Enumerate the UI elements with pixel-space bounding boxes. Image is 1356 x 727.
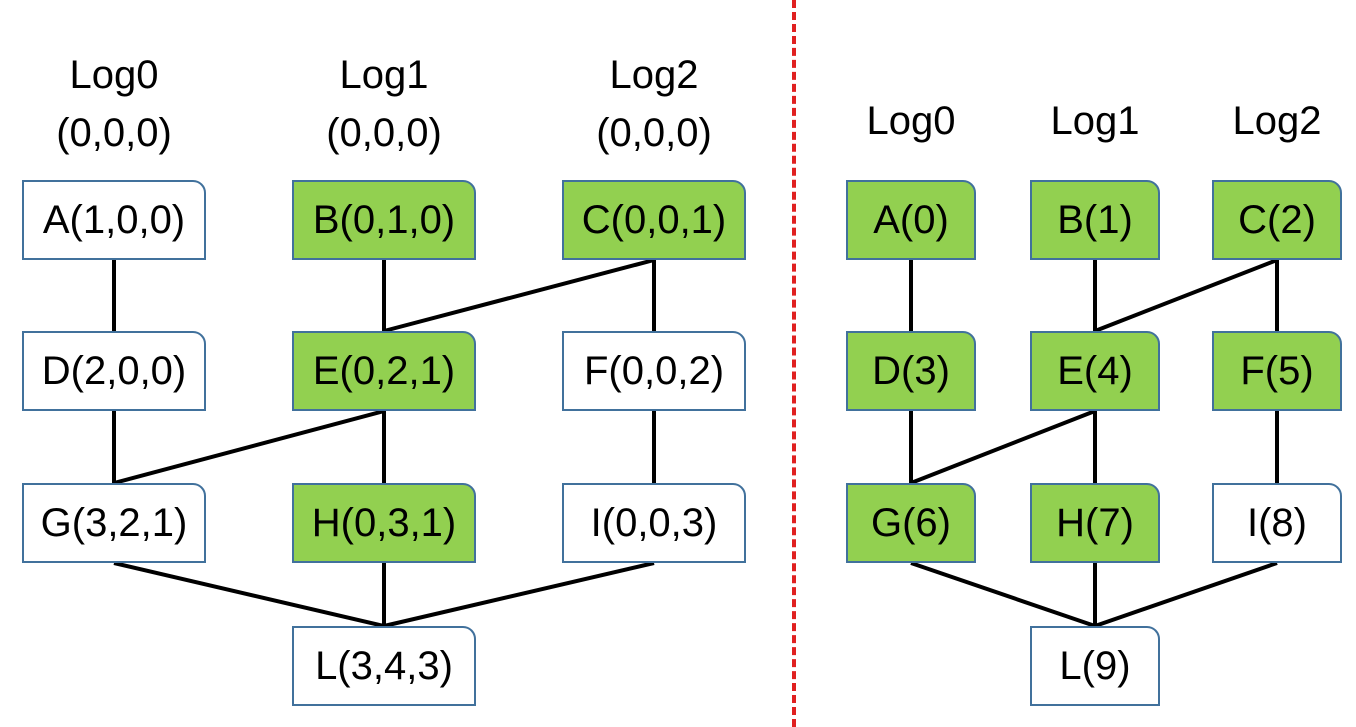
left-edge-c-e [383,258,655,333]
left-node-g: G(3,2,1) [22,483,206,563]
right-node-c: C(2) [1212,180,1342,260]
left-log2-clock: (0,0,0) [596,111,712,155]
right-edge-i-l [1094,561,1278,628]
left-log0-name: Log0 [69,53,159,97]
left-node-c: C(0,0,1) [562,180,746,260]
left-node-d: D(2,0,0) [22,331,206,411]
left-log1-name: Log1 [339,53,429,97]
left-edge-g-l [113,561,385,628]
left-node-i: I(0,0,3) [562,483,746,563]
left-node-h: H(0,3,1) [292,483,476,563]
left-log1-clock: (0,0,0) [326,111,442,155]
left-node-b: B(0,1,0) [292,180,476,260]
panel-divider [792,0,796,727]
left-log2-name: Log2 [609,53,699,97]
left-edge-e-g [113,409,385,485]
right-node-h: H(7) [1030,483,1160,563]
right-node-g: G(6) [846,483,976,563]
right-log2-name: Log2 [1232,99,1322,143]
right-node-a: A(0) [846,180,976,260]
left-node-e: E(0,2,1) [292,331,476,411]
left-edge-i-l [383,561,655,628]
right-edge-e-g [910,409,1096,485]
left-node-l: L(3,4,3) [292,626,476,706]
right-log1-name: Log1 [1050,99,1140,143]
right-node-i: I(8) [1212,483,1342,563]
right-node-f: F(5) [1212,331,1342,411]
right-edge-c-e [1094,258,1278,333]
right-node-e: E(4) [1030,331,1160,411]
right-log0-name: Log0 [866,99,956,143]
right-node-l: L(9) [1030,626,1160,706]
right-node-b: B(1) [1030,180,1160,260]
right-node-d: D(3) [846,331,976,411]
left-log0-clock: (0,0,0) [56,111,172,155]
left-node-a: A(1,0,0) [22,180,206,260]
left-node-f: F(0,0,2) [562,331,746,411]
right-edge-g-l [910,561,1096,628]
